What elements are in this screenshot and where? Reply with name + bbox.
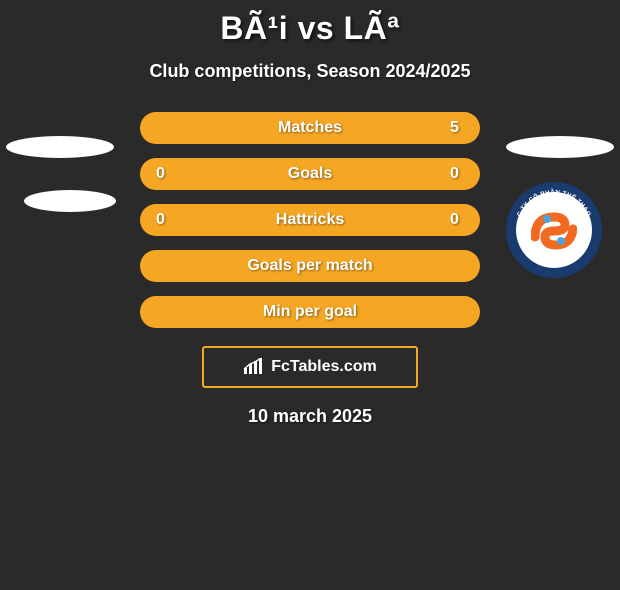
stat-label: Matches [278,119,342,137]
stat-row: Goals per match [140,250,480,282]
stat-label: Min per goal [263,303,357,321]
stat-rows: Matches 5 0 Goals 0 0 Hattricks 0 Goals … [140,112,480,328]
fctables-attribution[interactable]: FcTables.com [202,346,418,388]
stat-left-value: 0 [156,211,170,229]
subtitle: Club competitions, Season 2024/2025 [0,61,620,82]
stat-left-value: 0 [156,165,170,183]
page-title: BÃ¹i vs LÃª [0,10,620,47]
stat-row: Matches 5 [140,112,480,144]
date-text: 10 march 2025 [0,406,620,427]
stat-row: 0 Hattricks 0 [140,204,480,236]
stats-area: Matches 5 0 Goals 0 0 Hattricks 0 Goals … [0,112,620,328]
stat-right-value: 5 [450,119,464,137]
stat-right-value: 0 [450,211,464,229]
stat-right-value: 0 [450,165,464,183]
stat-label: Hattricks [276,211,344,229]
bar-chart-icon [243,358,265,376]
fctables-label: FcTables.com [271,358,377,376]
stat-label: Goals per match [247,257,372,275]
stat-label: Goals [288,165,332,183]
stat-row: 0 Goals 0 [140,158,480,190]
stat-row: Min per goal [140,296,480,328]
